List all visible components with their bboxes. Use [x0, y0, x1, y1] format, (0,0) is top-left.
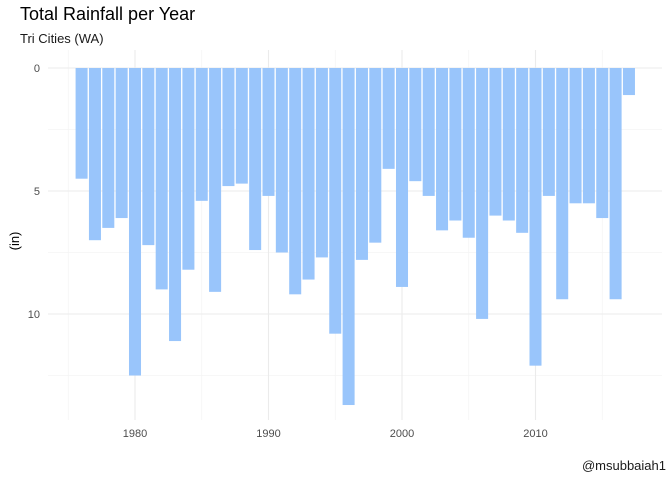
bar-1985 [195, 68, 208, 201]
x-tick-label: 1990 [256, 428, 280, 440]
bar-2013 [569, 68, 582, 204]
bar-2000 [395, 68, 409, 287]
bar-layer [75, 68, 635, 406]
bar-1993 [302, 68, 315, 280]
bar-2009 [516, 68, 529, 233]
bar-2007 [489, 68, 502, 216]
bar-2006 [476, 68, 489, 319]
bar-2001 [409, 68, 422, 182]
bar-1984 [182, 68, 195, 270]
bar-2012 [556, 68, 569, 300]
bar-1980 [128, 68, 142, 376]
bar-2011 [542, 68, 555, 196]
bar-1998 [369, 68, 382, 243]
bar-2017 [622, 68, 635, 96]
bar-2008 [502, 68, 515, 221]
bar-2016 [609, 68, 622, 300]
bar-1992 [289, 68, 302, 295]
bar-1999 [382, 68, 395, 169]
y-tick-label: 10 [28, 309, 40, 321]
x-tick-label: 2010 [523, 428, 547, 440]
bar-2015 [596, 68, 609, 219]
bar-1996 [342, 68, 355, 406]
bar-1987 [222, 68, 235, 187]
bar-2014 [582, 68, 595, 204]
bar-1986 [209, 68, 222, 292]
bar-1989 [249, 68, 262, 251]
bar-2010 [529, 68, 542, 366]
chart-subtitle: Tri Cities (WA) [20, 31, 104, 46]
bar-1990 [262, 68, 275, 196]
bar-2002 [422, 68, 435, 196]
bar-1988 [235, 68, 248, 184]
bar-1994 [315, 68, 328, 258]
bar-2005 [462, 68, 475, 238]
bar-1995 [329, 68, 342, 334]
bar-2004 [449, 68, 462, 221]
y-tick-label: 5 [34, 186, 40, 198]
bar-1977 [88, 68, 101, 241]
bar-1981 [142, 68, 155, 246]
chart-caption: @msubbaiah1 [581, 458, 666, 473]
y-tick-label: 0 [34, 63, 40, 75]
x-tick-label: 2000 [390, 428, 414, 440]
chart-title: Total Rainfall per Year [20, 4, 196, 24]
bar-1997 [355, 68, 368, 260]
bar-2003 [436, 68, 449, 231]
bar-1991 [275, 68, 288, 253]
y-axis-title: (in) [7, 232, 22, 251]
bar-1976 [75, 68, 88, 179]
bar-1982 [155, 68, 168, 290]
x-tick-label: 1980 [123, 428, 147, 440]
bar-1978 [102, 68, 115, 228]
bar-1983 [169, 68, 182, 342]
tick-labels: 1980 1990 2000 2010 0 5 10 [28, 63, 548, 440]
bar-1979 [115, 68, 128, 219]
